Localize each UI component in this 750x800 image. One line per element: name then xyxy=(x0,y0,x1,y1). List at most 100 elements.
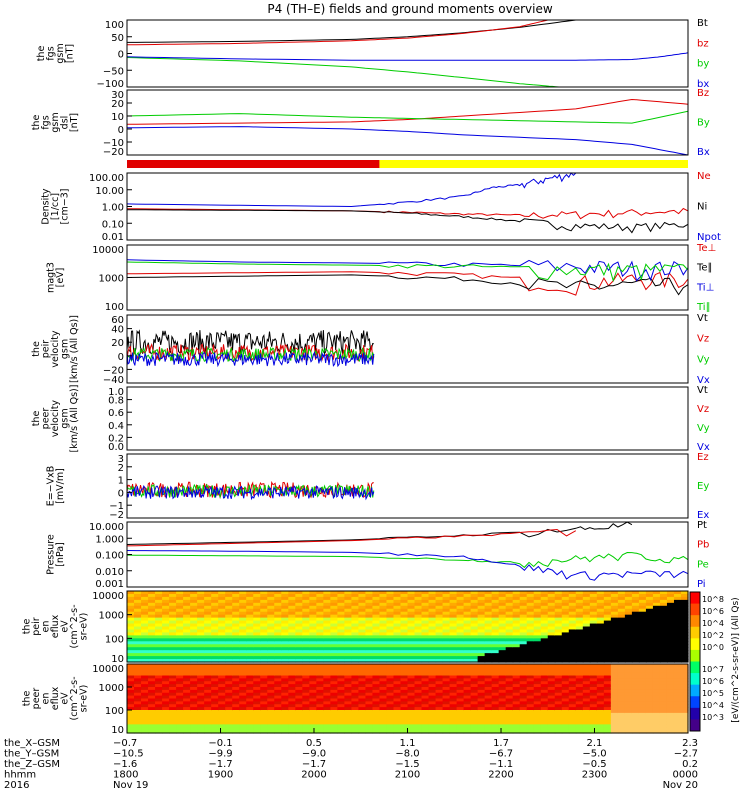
heatmap-cell xyxy=(379,672,388,677)
heatmap-cell xyxy=(498,684,507,688)
heatmap-cell xyxy=(582,692,591,697)
heatmap-cell xyxy=(554,641,563,645)
heatmap-cell xyxy=(183,653,191,657)
series-pressure-3 xyxy=(126,550,689,581)
heatmap-cell xyxy=(253,724,261,728)
heatmap-cell xyxy=(183,687,191,691)
heatmap-cell xyxy=(477,635,486,639)
heatmap-cell xyxy=(624,684,633,688)
heatmap-cell xyxy=(589,593,598,598)
heatmap-cell xyxy=(603,672,612,677)
heatmap-cell xyxy=(330,704,338,708)
heatmap-cell xyxy=(596,718,605,723)
heatmap-cell xyxy=(638,681,647,685)
heatmap-cell xyxy=(449,626,458,631)
heatmap-cell xyxy=(456,727,465,731)
heatmap-cell xyxy=(134,672,142,677)
y-axis-label: [km/s (All Qs)] xyxy=(69,385,80,453)
heatmap-cell xyxy=(274,635,282,639)
heatmap-cell xyxy=(435,638,444,642)
heatmap-cell xyxy=(162,659,170,663)
heatmap-cell xyxy=(638,689,647,694)
heatmap-cell xyxy=(561,626,570,631)
heatmap-cell xyxy=(176,599,184,604)
heatmap-cell xyxy=(148,724,156,728)
heatmap-cell xyxy=(428,614,437,619)
heatmap-cell xyxy=(596,704,605,708)
heatmap-cell xyxy=(169,596,177,601)
heatmap-cell xyxy=(505,641,514,645)
heatmap-cell xyxy=(449,617,458,622)
heatmap-cell xyxy=(631,689,640,694)
heatmap-cell xyxy=(316,718,324,723)
heatmap-cell xyxy=(323,638,331,642)
heatmap-cell xyxy=(575,608,584,613)
heatmap-cell xyxy=(197,707,205,711)
heatmap-cell xyxy=(554,707,563,711)
heatmap-cell xyxy=(225,689,233,694)
heatmap-cell xyxy=(659,638,668,642)
heatmap-cell xyxy=(554,724,563,728)
heatmap-cell xyxy=(246,641,254,645)
heatmap-cell xyxy=(603,596,612,601)
heatmap-cell xyxy=(337,617,345,622)
heatmap-cell xyxy=(351,593,360,598)
heatmap-cell xyxy=(253,635,261,639)
heatmap-cell xyxy=(218,623,226,628)
heatmap-cell xyxy=(449,596,458,601)
heatmap-cell xyxy=(204,687,212,691)
heatmap-cell xyxy=(176,687,184,691)
heatmap-cell xyxy=(197,718,205,723)
heatmap-cell xyxy=(575,727,584,731)
heatmap-cell xyxy=(582,591,591,595)
heatmap-cell xyxy=(673,664,682,668)
heatmap-cell xyxy=(659,715,668,720)
heatmap-cell xyxy=(218,593,226,598)
heatmap-cell xyxy=(379,605,388,610)
heatmap-cell xyxy=(442,695,451,700)
heatmap-cell xyxy=(309,727,317,731)
heatmap-cell xyxy=(372,715,381,720)
heatmap-cell xyxy=(239,650,247,654)
heatmap-cell xyxy=(582,730,591,734)
heatmap-cell xyxy=(204,672,212,677)
heatmap-cell xyxy=(141,626,149,631)
heatmap-cell xyxy=(582,656,591,660)
heatmap-cell xyxy=(323,675,331,679)
heatmap-cell xyxy=(330,698,338,702)
heatmap-cell xyxy=(169,641,177,645)
heatmap-cell xyxy=(575,591,584,595)
heatmap-cell xyxy=(386,602,395,607)
heatmap-cell xyxy=(554,730,563,734)
heatmap-cell xyxy=(624,659,633,663)
heatmap-cell xyxy=(568,602,577,607)
heatmap-cell xyxy=(547,675,556,679)
heatmap-cell xyxy=(169,656,177,660)
legend-peer-velocity-3: Vx xyxy=(697,442,710,453)
heatmap-cell xyxy=(435,698,444,702)
heatmap-cell xyxy=(624,710,633,714)
heatmap-cell xyxy=(428,608,437,613)
heatmap-cell xyxy=(673,712,682,717)
heatmap-cell xyxy=(666,704,675,708)
heatmap-cell xyxy=(610,626,619,631)
heatmap-cell xyxy=(281,666,289,671)
heatmap-cell xyxy=(589,623,598,628)
heatmap-cell xyxy=(442,596,451,601)
heatmap-cell xyxy=(134,666,142,671)
heatmap-cell xyxy=(449,672,458,677)
heatmap-cell xyxy=(316,678,324,682)
heatmap-cell xyxy=(624,695,633,700)
heatmap-cell xyxy=(428,701,437,705)
heatmap-cell xyxy=(414,681,423,685)
heatmap-cell xyxy=(274,712,282,717)
heatmap-cell xyxy=(190,669,198,674)
heatmap-cell xyxy=(652,689,661,694)
heatmap-cell xyxy=(386,724,395,728)
heatmap-cell xyxy=(526,620,535,625)
heatmap-cell xyxy=(211,623,219,628)
heatmap-cell xyxy=(127,599,135,604)
heatmap-cell xyxy=(442,629,451,634)
heatmap-cell xyxy=(183,664,191,668)
heatmap-cell xyxy=(491,608,500,613)
